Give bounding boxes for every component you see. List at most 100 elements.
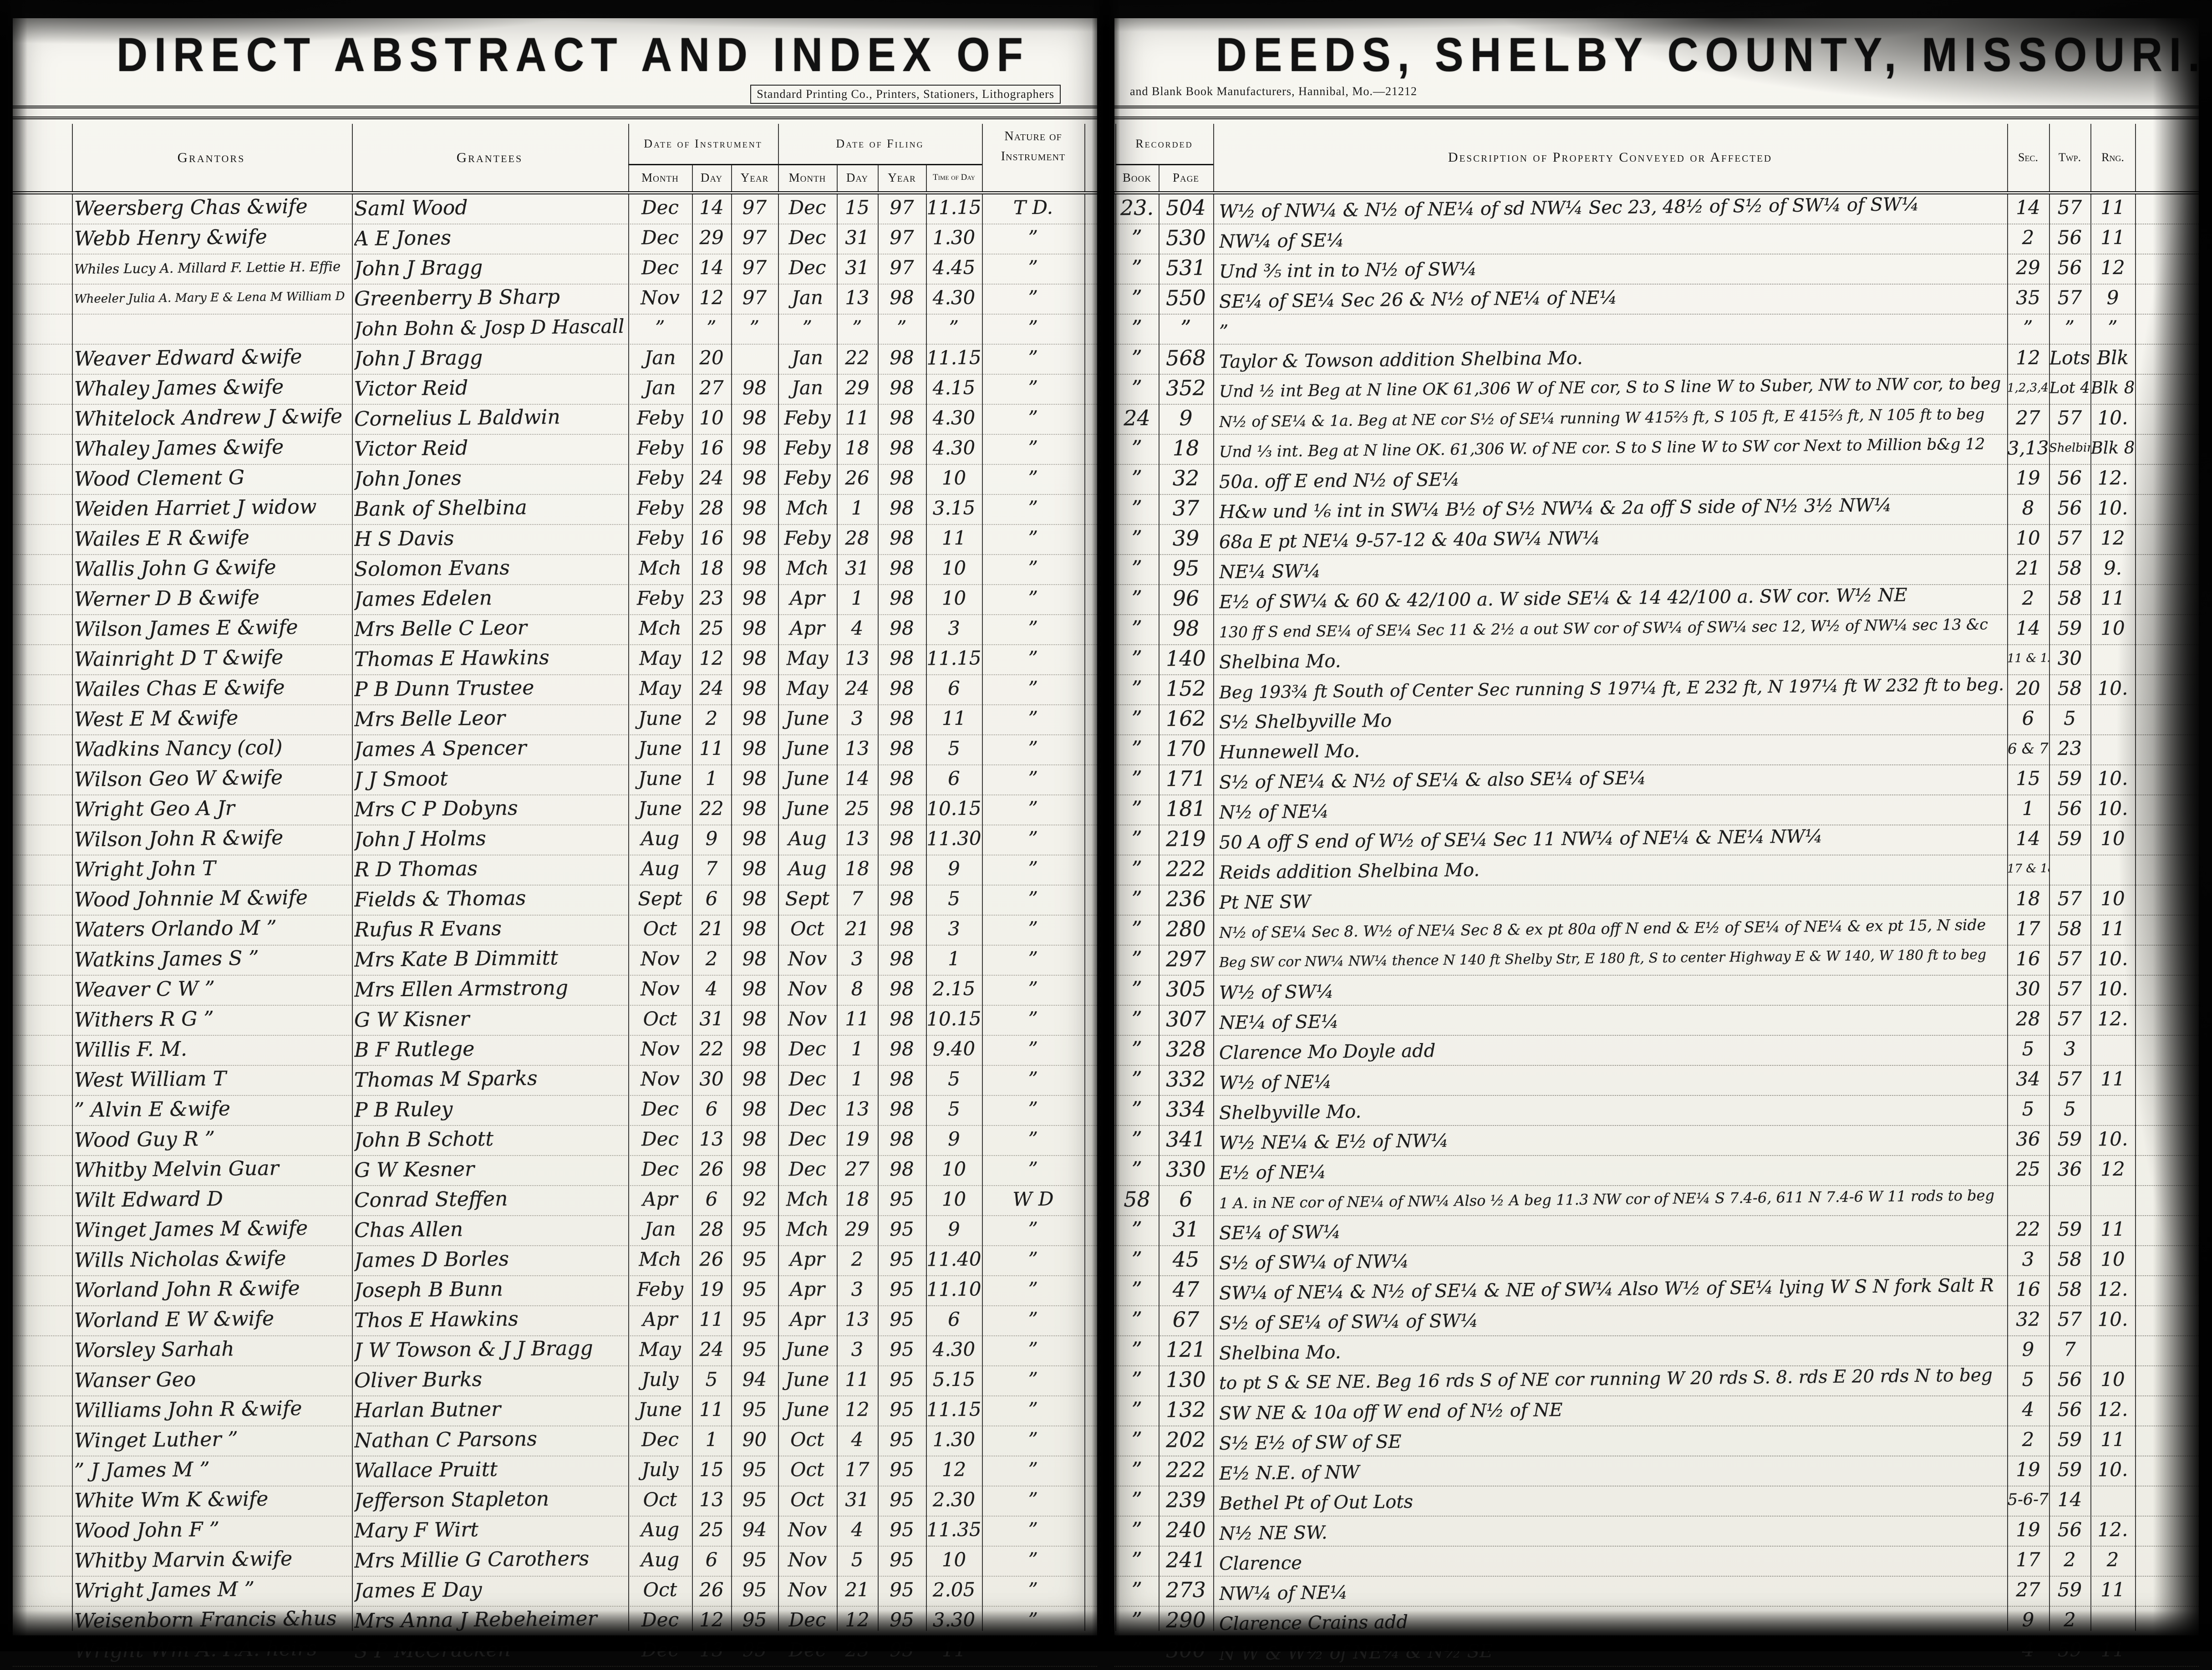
- sec-cell: 4: [2022, 1638, 2034, 1661]
- page-cell: 170: [1165, 736, 1206, 761]
- filing-month-cell: June: [785, 767, 829, 790]
- book-cell: ”: [1131, 916, 1143, 942]
- instrument-year-cell: 98: [742, 496, 767, 519]
- column-divider: [1084, 124, 1085, 191]
- filing-day-cell: 11: [844, 406, 870, 429]
- filing-month-cell: June: [785, 707, 829, 730]
- grantor-cell: Whitelock Andrew J &wife: [74, 405, 343, 431]
- instrument-year-cell: 98: [742, 707, 767, 730]
- twp-cell: Lot 4: [2049, 378, 2090, 397]
- grantee-cell: G W Kisner: [354, 1007, 470, 1032]
- sec-cell: 14: [2015, 827, 2040, 850]
- nature-cell: ”: [1028, 616, 1038, 640]
- instrument-year-cell: 97: [742, 196, 767, 219]
- sec-cell: 21: [2015, 556, 2040, 580]
- twp-cell: 56: [2057, 226, 2082, 249]
- grantee-cell: James E Day: [354, 1578, 482, 1603]
- grantee-cell: James Edelen: [354, 586, 493, 611]
- instrument-year-cell: 98: [742, 616, 767, 640]
- sec-cell: 5: [2022, 1097, 2034, 1120]
- twp-cell: 56: [2057, 1518, 2082, 1541]
- instrument-day-cell: 6: [705, 1097, 718, 1120]
- filing-year-cell: 97: [889, 226, 914, 249]
- header-span-rule: [628, 164, 982, 165]
- rng-cell: Blk: [2096, 346, 2129, 369]
- twp-cell: 58: [2057, 1278, 2082, 1301]
- book-cell: ”: [1131, 766, 1143, 791]
- page-cell: 273: [1165, 1577, 1206, 1603]
- sec-cell: 9: [2022, 1338, 2034, 1361]
- rng-cell: 11: [2100, 1578, 2125, 1601]
- nature-cell: ”: [1028, 1338, 1038, 1361]
- time-of-day-cell: 10: [941, 1157, 966, 1181]
- sec-cell: 5-6-7: [2007, 1490, 2049, 1509]
- page-cell: 202: [1165, 1427, 1206, 1452]
- grantee-cell: Nathan C Parsons: [354, 1427, 538, 1453]
- time-of-day-cell: 11.10: [926, 1278, 981, 1301]
- time-of-day-cell: 5: [947, 1097, 961, 1120]
- ledger-row: Wood Guy R ” John B Schott Dec 13 98 Dec 19 98 9…: [13, 1126, 1097, 1156]
- time-of-day-cell: 10: [941, 1548, 966, 1571]
- grantee-cell: Joseph B Bunn: [354, 1277, 503, 1303]
- ledger-row: ” 162 S½ Shelbyville Mo 6 5: [1114, 705, 2199, 735]
- instrument-year-cell: 95: [742, 1638, 767, 1661]
- book-cell: ”: [1131, 495, 1143, 521]
- ledger-row: ” 241 Clarence 17 2 2: [1114, 1547, 2199, 1577]
- page-cell: 307: [1165, 1006, 1206, 1032]
- instrument-month-cell: Dec: [641, 196, 679, 219]
- filing-year-cell: 98: [889, 1157, 914, 1181]
- instrument-day-cell: 6: [705, 1548, 718, 1571]
- time-of-day-cell: 10: [941, 466, 966, 489]
- time-of-day-cell: 11.15: [926, 196, 981, 219]
- ledger-row: Waters Orlando M ” Rufus R Evans Oct 21 98 Oc…: [13, 916, 1097, 946]
- column-divider: [2007, 194, 2008, 1631]
- filing-month-cell: Oct: [790, 917, 825, 940]
- filing-day-cell: 27: [844, 1157, 870, 1181]
- nature-cell: ”: [1028, 496, 1038, 519]
- instrument-year-cell: 98: [742, 586, 767, 610]
- instrument-year-cell: 98: [742, 677, 767, 700]
- nature-cell: ”: [1028, 286, 1038, 309]
- instrument-month-cell: Aug: [641, 827, 680, 850]
- grantee-cell: John J Bragg: [354, 346, 483, 371]
- filing-year-cell: 98: [889, 1097, 914, 1120]
- twp-cell: 2: [2063, 1548, 2076, 1571]
- sec-cell: 5: [2022, 1037, 2034, 1060]
- sec-cell: 22: [2015, 1217, 2040, 1241]
- filing-day-cell: 3: [851, 1338, 864, 1361]
- ledger-row: ””””””: [1114, 315, 2199, 345]
- instrument-day-cell: 18: [699, 556, 724, 580]
- instrument-day-cell: 4: [705, 977, 718, 1000]
- time-of-day-cell: 11.30: [926, 827, 981, 850]
- ledger-row: ” 273 NW¼ of NE¼ 27 59 11: [1114, 1577, 2199, 1607]
- grantee-cell: Jefferson Stapleton: [354, 1487, 549, 1513]
- time-of-day-cell: 10.15: [926, 1007, 981, 1030]
- filing-year-cell: 98: [889, 346, 914, 369]
- instrument-day-cell: 28: [699, 496, 724, 519]
- sec-cell: 1,2,3,4,13: [2007, 381, 2049, 395]
- column-divider: [1084, 194, 1085, 1631]
- ledger-row: ” 305 W½ of SW¼ 30 57 10.: [1114, 976, 2199, 1006]
- instrument-year-cell: 98: [742, 526, 767, 550]
- instrument-day-cell: 14: [699, 256, 724, 279]
- book-cell: ”: [1131, 1006, 1143, 1032]
- col-header-date-of-filing: Date of Filing: [836, 137, 924, 150]
- grantor-cell: Wright Wm A. P.A. heirs: [74, 1637, 317, 1663]
- column-divider: [352, 194, 353, 1631]
- instrument-year-cell: 95: [742, 1458, 767, 1481]
- grantee-cell: A E Jones: [354, 226, 452, 251]
- book-cell: ”: [1131, 976, 1143, 1002]
- instrument-year-cell: 98: [742, 1067, 767, 1090]
- twp-cell: 58: [2057, 556, 2082, 580]
- filing-month-cell: Nov: [788, 947, 827, 970]
- filing-day-cell: 29: [844, 1217, 870, 1241]
- grantor-cell: West E M &wife: [74, 706, 239, 732]
- twp-cell: 5: [2063, 1097, 2076, 1120]
- sec-cell: 3,13: [2007, 437, 2049, 459]
- ledger-row: ” 32 50a. off E end N½ of SE¼ 19 56 12.: [1114, 465, 2199, 495]
- filing-day-cell: 17: [844, 1458, 870, 1481]
- filing-day-cell: 7: [851, 887, 864, 910]
- instrument-day-cell: 10: [699, 406, 724, 429]
- ledger-row: ” 219 50 A off S end of W½ of SE¼ Sec 11 N…: [1114, 825, 2199, 855]
- ledger-row: White Wm K &wife Jefferson Stapleton Oct 13…: [13, 1487, 1097, 1517]
